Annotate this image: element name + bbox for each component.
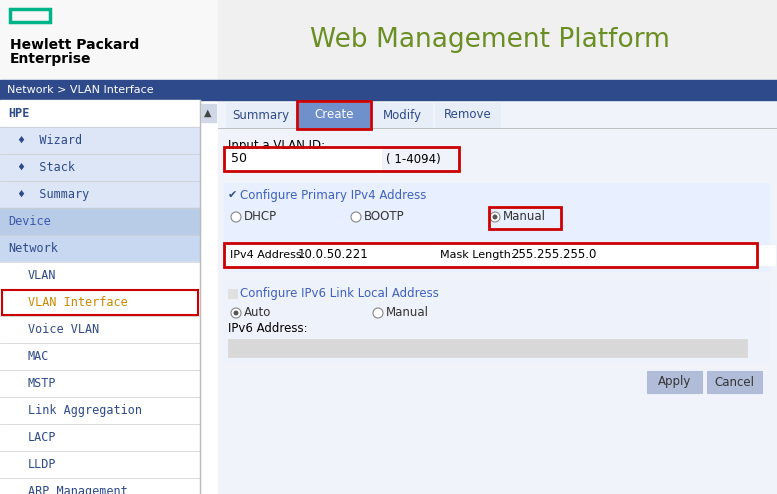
Text: Configure IPv6 Link Local Address: Configure IPv6 Link Local Address [240,287,439,299]
Text: Manual: Manual [503,210,546,223]
Text: MAC: MAC [28,350,50,363]
Bar [0,100,200,127]
Text: Configure Primary IPv4 Address: Configure Primary IPv4 Address [240,189,427,202]
Text: IPv4 Address:: IPv4 Address: [230,250,305,260]
Text: Network: Network [8,242,57,255]
Text: ♦  Summary: ♦ Summary [18,188,89,201]
Text: 255.255.255.0: 255.255.255.0 [511,248,597,261]
Bar [372,103,432,127]
Text: Hewlett Packard: Hewlett Packard [10,38,139,52]
Bar [0,80,777,100]
Bar [0,424,200,451]
Bar [0,235,200,262]
Bar [224,243,757,267]
Text: Apply: Apply [658,375,692,388]
Text: VLAN Interface: VLAN Interface [28,296,127,309]
Text: ( 1-4094): ( 1-4094) [386,153,441,165]
Bar [0,478,200,494]
Bar [707,371,762,393]
Bar [0,451,200,478]
Bar [0,370,200,397]
Text: Web Management Platform: Web Management Platform [310,27,670,53]
Bar [0,100,218,494]
Bar [0,289,200,316]
Text: MSTP: MSTP [28,377,57,390]
Bar [0,262,200,289]
Bar [218,100,777,494]
Text: Network > VLAN Interface: Network > VLAN Interface [7,85,154,95]
Bar [226,103,296,127]
Text: Cancel: Cancel [715,375,754,388]
Bar [0,0,777,80]
Text: Manual: Manual [386,306,429,320]
Bar [489,207,561,229]
Text: BOOTP: BOOTP [364,210,405,223]
Bar [10,9,50,22]
Bar [224,281,769,363]
Circle shape [493,214,497,219]
Text: ✔: ✔ [228,190,238,200]
Bar [0,343,200,370]
Circle shape [373,308,383,318]
Text: Remove: Remove [444,109,491,122]
Bar [200,104,216,122]
Bar [297,101,371,129]
Circle shape [231,308,241,318]
Bar [435,103,500,127]
Bar [228,289,237,298]
Bar [224,183,769,271]
Bar [226,149,381,169]
Text: Summary: Summary [232,109,290,122]
Bar [218,0,777,80]
Circle shape [490,212,500,222]
Bar [647,371,702,393]
Text: VLAN: VLAN [28,269,57,282]
Text: Auto: Auto [244,306,271,320]
Text: Input a VLAN ID:: Input a VLAN ID: [228,138,325,152]
Bar [228,339,747,357]
Text: Modify: Modify [382,109,421,122]
Text: 50: 50 [231,153,247,165]
Text: HPE: HPE [8,107,30,120]
Bar [0,208,200,235]
Text: 10.0.50.221: 10.0.50.221 [298,248,369,261]
Text: IPv6 Address:: IPv6 Address: [228,323,308,335]
Text: Voice VLAN: Voice VLAN [28,323,99,336]
Text: ▲: ▲ [204,108,212,118]
Text: ARP Management: ARP Management [28,485,127,494]
Bar [224,147,459,171]
Text: Mask Length:: Mask Length: [440,250,514,260]
Bar [0,397,200,424]
Circle shape [234,311,239,316]
Bar [226,245,436,265]
Text: ♦  Wizard: ♦ Wizard [18,134,82,147]
Bar [299,103,369,127]
Bar [755,245,775,265]
Text: LACP: LACP [28,431,57,444]
Bar [0,316,200,343]
Text: Link Aggregation: Link Aggregation [28,404,142,417]
Bar [2,290,198,315]
Text: DHCP: DHCP [244,210,277,223]
Text: ♦  Stack: ♦ Stack [18,161,75,174]
Text: LLDP: LLDP [28,458,57,471]
Circle shape [351,212,361,222]
Text: Device: Device [8,215,51,228]
Bar [0,154,200,181]
Bar [0,181,200,208]
Circle shape [231,212,241,222]
Text: Enterprise: Enterprise [10,52,92,66]
Bar [226,245,755,265]
Text: Create: Create [314,109,354,122]
Bar [0,127,200,154]
